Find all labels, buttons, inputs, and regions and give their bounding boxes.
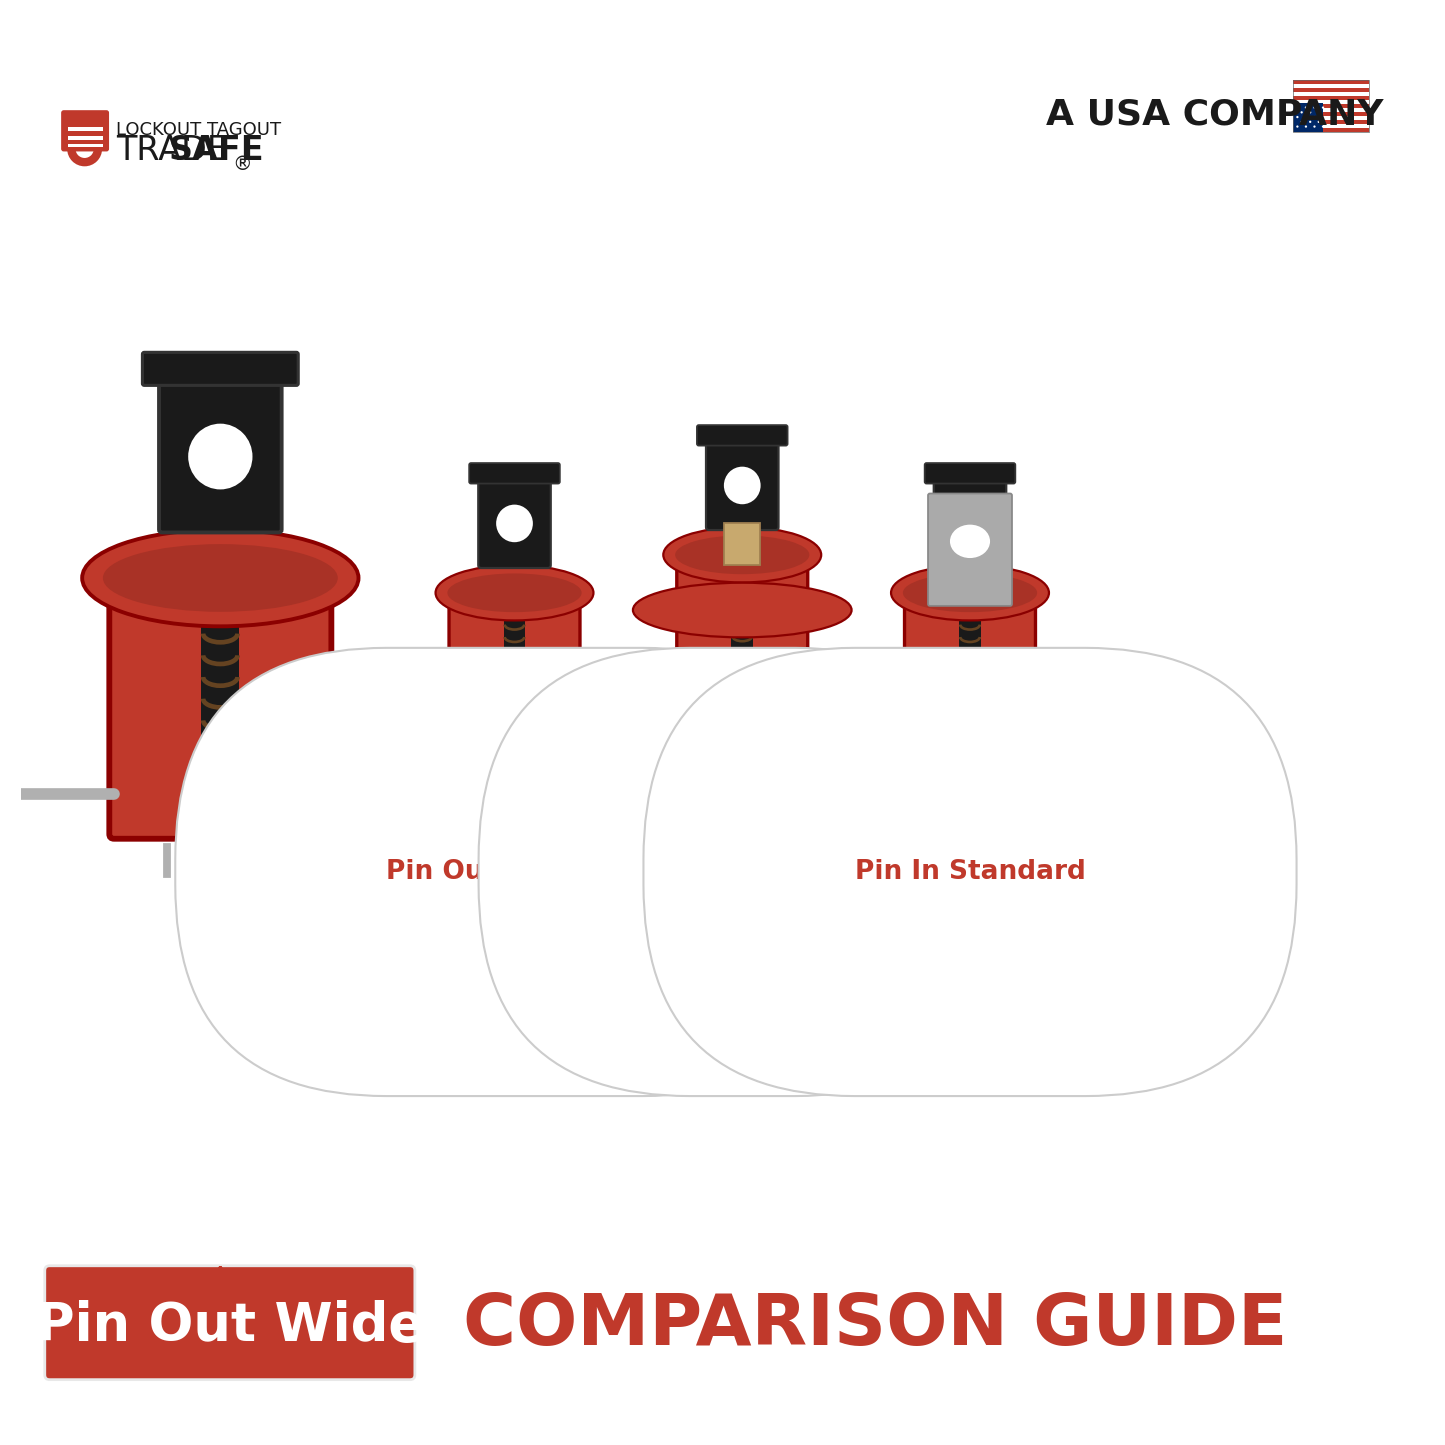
Circle shape bbox=[1314, 116, 1315, 118]
FancyBboxPatch shape bbox=[905, 582, 1036, 744]
Ellipse shape bbox=[188, 423, 253, 490]
Ellipse shape bbox=[892, 565, 1049, 620]
Text: ®: ® bbox=[233, 156, 253, 175]
Bar bbox=[1293, 124, 1368, 127]
Text: A USA COMPANY: A USA COMPANY bbox=[1046, 98, 1383, 131]
FancyBboxPatch shape bbox=[143, 353, 298, 386]
FancyBboxPatch shape bbox=[159, 380, 282, 532]
Bar bbox=[1293, 120, 1368, 124]
FancyBboxPatch shape bbox=[928, 494, 1012, 605]
Circle shape bbox=[1322, 107, 1324, 108]
Bar bbox=[68, 136, 103, 140]
Bar bbox=[68, 127, 103, 130]
Text: Pin In Standard: Pin In Standard bbox=[854, 858, 1085, 884]
Circle shape bbox=[1314, 107, 1315, 108]
Text: SAFE: SAFE bbox=[168, 134, 264, 168]
Text: Tie Bar: Tie Bar bbox=[689, 858, 795, 884]
Circle shape bbox=[1300, 121, 1303, 123]
Bar bbox=[1293, 79, 1368, 131]
Bar bbox=[1293, 127, 1368, 131]
Ellipse shape bbox=[633, 582, 851, 637]
Circle shape bbox=[1309, 121, 1312, 123]
Text: Pin Out Wide: Pin Out Wide bbox=[36, 1299, 423, 1351]
Bar bbox=[201, 595, 240, 780]
Ellipse shape bbox=[663, 527, 821, 582]
Ellipse shape bbox=[435, 565, 594, 620]
FancyBboxPatch shape bbox=[478, 478, 551, 568]
Bar bbox=[959, 603, 981, 708]
FancyBboxPatch shape bbox=[470, 462, 559, 484]
Bar bbox=[1293, 100, 1368, 104]
Circle shape bbox=[1318, 111, 1319, 114]
Circle shape bbox=[1296, 126, 1299, 127]
FancyBboxPatch shape bbox=[62, 111, 108, 150]
Circle shape bbox=[1318, 121, 1319, 123]
Ellipse shape bbox=[675, 536, 809, 574]
FancyBboxPatch shape bbox=[449, 582, 579, 744]
Text: LOCKOUT TAGOUT: LOCKOUT TAGOUT bbox=[116, 121, 282, 139]
Circle shape bbox=[1322, 116, 1324, 118]
Bar bbox=[1293, 108, 1368, 111]
Circle shape bbox=[1305, 126, 1308, 127]
Bar bbox=[1293, 116, 1368, 120]
Bar bbox=[1293, 95, 1368, 100]
Bar bbox=[1293, 111, 1368, 116]
Bar bbox=[933, 738, 945, 785]
Text: COMPARISON GUIDE: COMPARISON GUIDE bbox=[462, 1290, 1287, 1360]
Circle shape bbox=[1305, 107, 1308, 108]
Bar bbox=[68, 143, 103, 147]
Bar bbox=[503, 603, 526, 708]
FancyBboxPatch shape bbox=[925, 462, 1016, 484]
Ellipse shape bbox=[448, 574, 582, 613]
Circle shape bbox=[1300, 111, 1303, 114]
Ellipse shape bbox=[903, 574, 1038, 613]
Circle shape bbox=[1296, 107, 1299, 108]
Bar bbox=[724, 523, 760, 565]
Bar bbox=[1293, 103, 1324, 131]
Ellipse shape bbox=[103, 545, 338, 611]
Bar bbox=[1293, 91, 1368, 95]
Text: Pin Out Standard: Pin Out Standard bbox=[386, 858, 643, 884]
Bar bbox=[1293, 79, 1368, 84]
FancyBboxPatch shape bbox=[707, 441, 779, 530]
FancyBboxPatch shape bbox=[676, 545, 808, 707]
Circle shape bbox=[712, 907, 773, 968]
Circle shape bbox=[1296, 116, 1299, 118]
FancyBboxPatch shape bbox=[696, 425, 788, 445]
Bar bbox=[994, 738, 1007, 785]
Ellipse shape bbox=[949, 525, 990, 558]
Bar bbox=[964, 738, 975, 785]
Bar bbox=[1293, 88, 1368, 91]
Ellipse shape bbox=[724, 467, 760, 504]
Bar bbox=[1293, 104, 1368, 108]
Text: TRADE: TRADE bbox=[116, 134, 228, 168]
FancyBboxPatch shape bbox=[110, 564, 331, 838]
Circle shape bbox=[1305, 116, 1308, 118]
Bar bbox=[1293, 84, 1368, 88]
Circle shape bbox=[1314, 126, 1315, 127]
Circle shape bbox=[1309, 111, 1312, 114]
Bar bbox=[731, 565, 753, 670]
FancyBboxPatch shape bbox=[933, 478, 1006, 568]
FancyBboxPatch shape bbox=[45, 1266, 415, 1380]
Bar bbox=[736, 686, 749, 913]
Ellipse shape bbox=[952, 504, 988, 542]
Ellipse shape bbox=[82, 530, 358, 626]
Ellipse shape bbox=[496, 504, 533, 542]
Circle shape bbox=[1322, 126, 1324, 127]
Bar bbox=[1293, 103, 1324, 131]
